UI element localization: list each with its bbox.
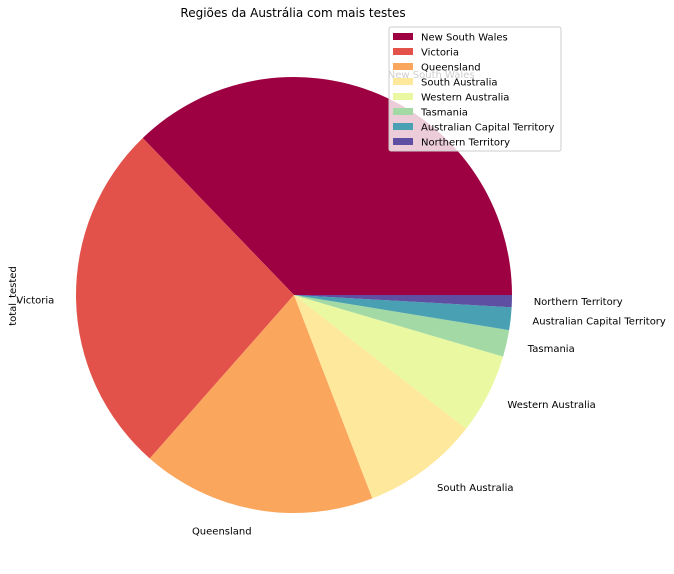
legend-label-victoria: Victoria — [421, 48, 459, 59]
legend-label-australian-capital-territory: Australian Capital Territory — [421, 123, 555, 134]
pie-slice-western-australia — [294, 295, 504, 429]
legend-swatch-queensland — [393, 63, 413, 70]
pie-slice-australian-capital-territory — [294, 295, 512, 331]
legend-label-tasmania: Tasmania — [420, 108, 468, 119]
legend-swatch-south-australia — [393, 78, 413, 85]
pie-slice-northern-territory — [294, 295, 512, 308]
pie-label-queensland: Queensland — [192, 527, 252, 538]
legend-label-new-south-wales: New South Wales — [421, 33, 508, 44]
legend-swatch-new-south-wales — [393, 33, 413, 40]
legend-swatch-tasmania — [393, 108, 413, 115]
legend-label-south-australia: South Australia — [421, 78, 497, 89]
legend-label-queensland: Queensland — [421, 63, 481, 74]
pie-label-australian-capital-territory: Australian Capital Territory — [532, 317, 666, 328]
pie-label-northern-territory: Northern Territory — [534, 297, 623, 308]
pie-slice-south-australia — [294, 295, 467, 499]
legend-frame — [388, 26, 562, 152]
pie-slice-tasmania — [294, 295, 510, 357]
legend-swatch-australian-capital-territory — [393, 123, 413, 130]
legend-swatch-victoria — [393, 48, 413, 55]
legend-label-northern-territory: Northern Territory — [421, 138, 510, 149]
chart-title: Regiões da Austrália com mais testes — [180, 6, 405, 20]
pie-label-south-australia: South Australia — [437, 483, 513, 494]
y-axis-label: total_tested — [8, 266, 19, 326]
pie-label-tasmania: Tasmania — [527, 344, 575, 355]
pie-slice-queensland — [149, 295, 373, 513]
legend-label-western-australia: Western Australia — [421, 93, 509, 104]
legend-swatch-northern-territory — [393, 138, 413, 145]
pie-slice-victoria — [76, 138, 294, 459]
pie-label-western-australia: Western Australia — [507, 400, 595, 411]
pie-label-victoria: Victoria — [16, 296, 54, 307]
legend-swatch-western-australia — [393, 93, 413, 100]
legend: New South Wales Victoria Queensland South A… — [388, 26, 562, 152]
